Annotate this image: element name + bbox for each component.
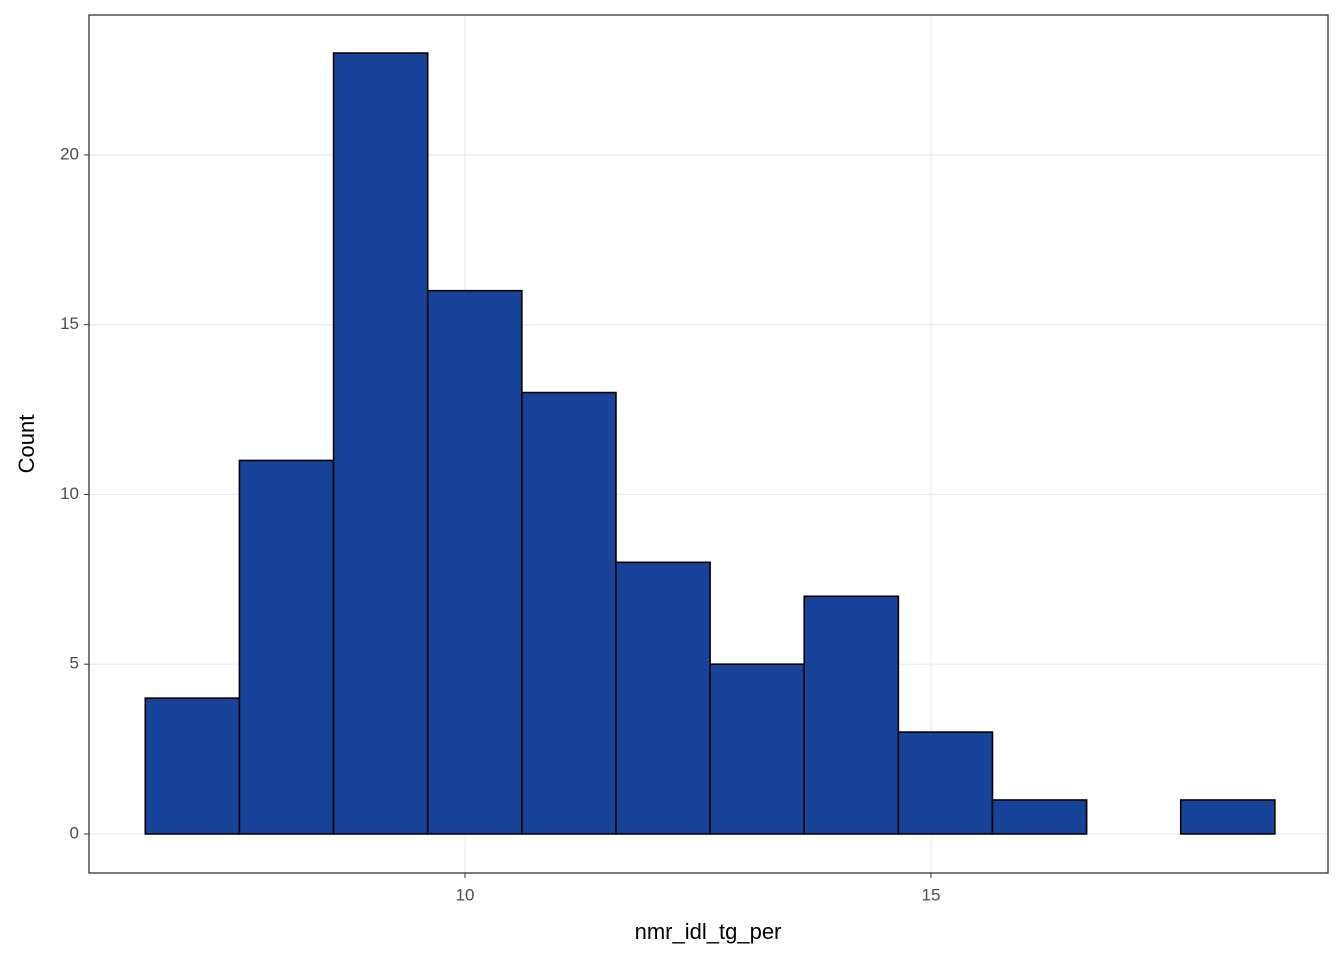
x-tick-label: 10 — [456, 885, 475, 904]
bar — [1179, 799, 1276, 835]
bar — [615, 561, 711, 835]
panel-border — [88, 14, 1329, 874]
y-tick-label: 15 — [60, 314, 79, 333]
bar — [521, 391, 617, 835]
y-tick-label: 10 — [60, 484, 79, 503]
bar — [991, 799, 1088, 835]
bar — [897, 731, 994, 835]
y-tick-label: 0 — [70, 823, 79, 842]
y-axis-title: Count — [14, 415, 39, 474]
bar — [144, 697, 241, 835]
bar — [332, 52, 429, 835]
bar — [238, 459, 335, 835]
bar — [426, 289, 523, 835]
bar — [709, 663, 806, 835]
y-tick-label: 20 — [60, 144, 79, 163]
x-tick-label: 15 — [922, 885, 941, 904]
x-axis-title: nmr_idl_tg_per — [635, 919, 782, 944]
y-tick-label: 5 — [70, 654, 79, 673]
bar — [803, 595, 900, 835]
